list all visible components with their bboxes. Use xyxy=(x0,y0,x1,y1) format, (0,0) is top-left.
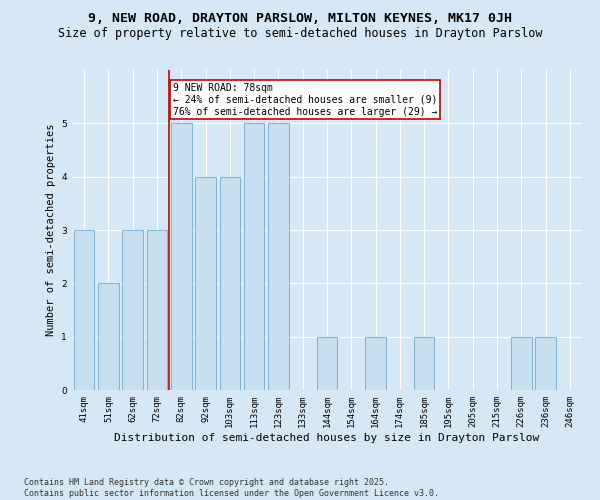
Bar xyxy=(122,230,143,390)
Bar xyxy=(195,176,216,390)
Y-axis label: Number of semi-detached properties: Number of semi-detached properties xyxy=(46,124,56,336)
Bar xyxy=(74,230,94,390)
Bar xyxy=(365,336,386,390)
Bar xyxy=(414,336,434,390)
Bar xyxy=(220,176,240,390)
Bar xyxy=(535,336,556,390)
Bar xyxy=(171,124,191,390)
X-axis label: Distribution of semi-detached houses by size in Drayton Parslow: Distribution of semi-detached houses by … xyxy=(115,432,539,442)
Bar xyxy=(511,336,532,390)
Bar xyxy=(98,284,119,390)
Bar xyxy=(244,124,265,390)
Text: 9 NEW ROAD: 78sqm
← 24% of semi-detached houses are smaller (9)
76% of semi-deta: 9 NEW ROAD: 78sqm ← 24% of semi-detached… xyxy=(173,84,437,116)
Text: 9, NEW ROAD, DRAYTON PARSLOW, MILTON KEYNES, MK17 0JH: 9, NEW ROAD, DRAYTON PARSLOW, MILTON KEY… xyxy=(88,12,512,26)
Bar xyxy=(317,336,337,390)
Text: Size of property relative to semi-detached houses in Drayton Parslow: Size of property relative to semi-detach… xyxy=(58,28,542,40)
Bar xyxy=(146,230,167,390)
Bar xyxy=(268,124,289,390)
Text: Contains HM Land Registry data © Crown copyright and database right 2025.
Contai: Contains HM Land Registry data © Crown c… xyxy=(24,478,439,498)
